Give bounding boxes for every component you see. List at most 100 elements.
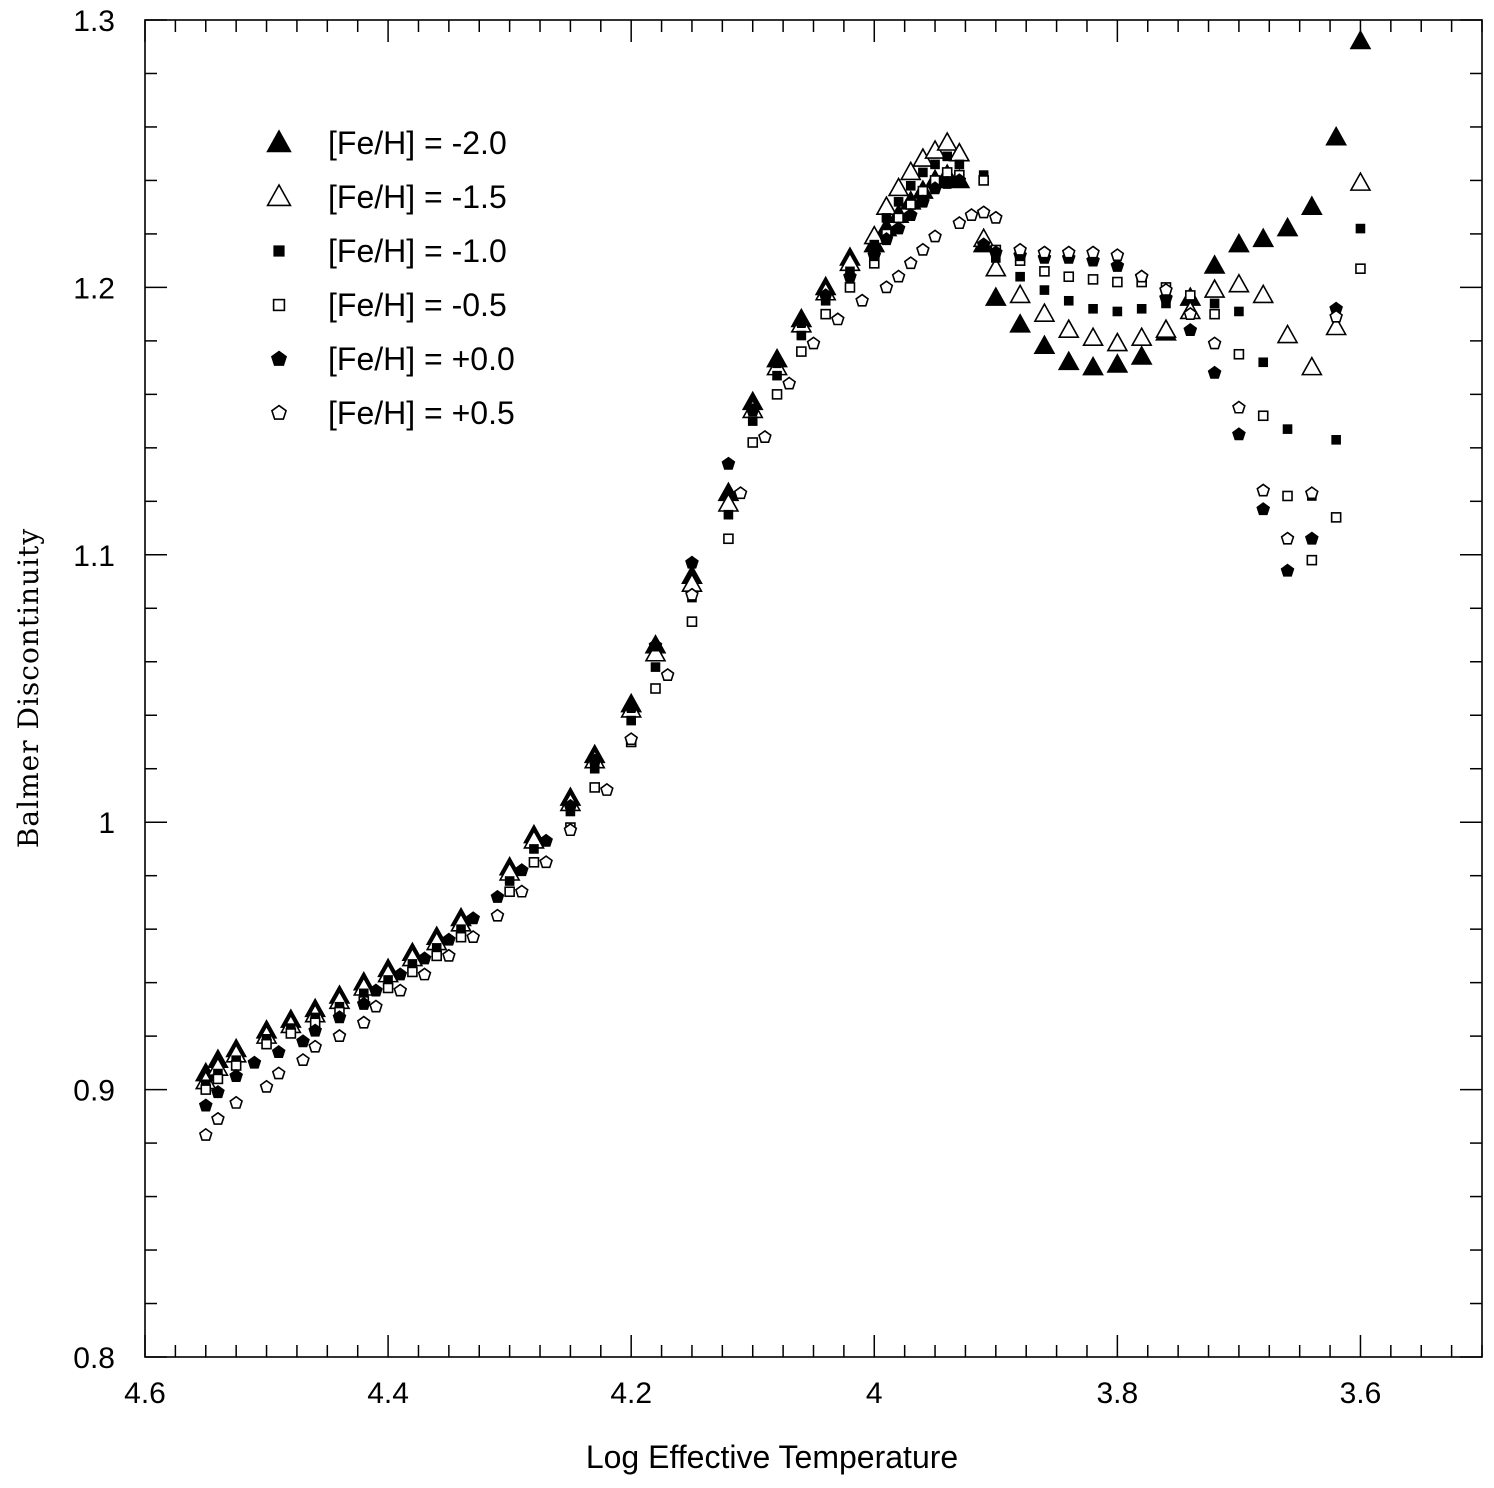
data-point — [442, 932, 456, 946]
data-point — [1033, 302, 1056, 322]
data-point — [830, 312, 845, 326]
data-point — [356, 1015, 371, 1029]
legend-marker — [266, 129, 292, 153]
data-point — [490, 889, 505, 903]
data-point — [212, 1073, 224, 1085]
data-point — [941, 167, 953, 178]
data-point — [1276, 323, 1299, 344]
data-point — [1136, 303, 1147, 314]
data-point — [563, 798, 578, 812]
data-point — [514, 863, 529, 877]
data-point — [806, 336, 821, 350]
data-point — [1134, 269, 1149, 283]
data-point — [1300, 355, 1323, 376]
data-point — [466, 911, 481, 925]
x-tick-label: 4.4 — [367, 1377, 409, 1410]
data-point — [369, 999, 383, 1013]
data-point — [723, 533, 734, 545]
data-point — [1256, 483, 1271, 497]
series-5 — [198, 205, 1343, 1141]
data-point — [964, 208, 979, 222]
x-tick-label: 3.8 — [1097, 1377, 1139, 1410]
data-point — [1304, 531, 1319, 545]
data-point — [417, 951, 432, 965]
data-point — [1304, 486, 1319, 500]
legend-marker — [266, 183, 292, 207]
data-point — [758, 429, 772, 443]
data-point — [1039, 285, 1050, 295]
data-point — [1355, 263, 1366, 274]
data-point — [624, 732, 639, 746]
data-point — [1183, 322, 1198, 337]
data-point — [976, 205, 991, 219]
data-point — [1106, 331, 1129, 352]
data-point — [1280, 531, 1295, 545]
data-point — [770, 355, 784, 369]
data-point — [1330, 512, 1342, 523]
data-point — [1087, 274, 1099, 285]
data-point — [211, 1085, 225, 1099]
data-point — [794, 314, 809, 328]
data-point — [1106, 353, 1129, 373]
data-point — [648, 638, 663, 652]
data-point — [891, 221, 906, 235]
y-tick-label: 1.3 — [73, 5, 115, 38]
data-point — [1207, 336, 1222, 350]
legend: [Fe/H] = -2.0 [Fe/H] = -1.5 [Fe/H] = -1.0 [… — [266, 125, 515, 431]
data-point — [1159, 282, 1173, 296]
data-point — [650, 683, 661, 694]
data-point — [887, 176, 910, 197]
data-point — [855, 293, 869, 307]
data-point — [952, 173, 967, 187]
y-tick-label: 1.2 — [73, 272, 115, 305]
legend-marker — [270, 404, 288, 420]
data-point — [905, 199, 917, 210]
data-point — [916, 242, 930, 256]
data-point — [259, 1079, 274, 1093]
data-point — [1228, 273, 1250, 293]
data-point — [771, 389, 783, 400]
data-point — [1110, 248, 1125, 262]
data-point — [796, 346, 807, 357]
plot-frame — [144, 19, 1483, 1358]
data-point — [893, 197, 904, 207]
data-point — [1355, 223, 1366, 234]
data-point — [504, 886, 515, 898]
data-point — [393, 983, 408, 997]
data-point — [879, 280, 894, 294]
data-point — [869, 239, 880, 250]
data-point — [1209, 298, 1220, 309]
data-point — [1282, 490, 1293, 502]
legend-label: [Fe/H] = -2.0 — [328, 125, 507, 161]
data-point — [721, 456, 736, 470]
data-point — [1256, 502, 1271, 516]
data-point — [650, 662, 661, 672]
data-point — [1110, 258, 1125, 272]
data-point — [528, 857, 540, 868]
data-point — [905, 180, 916, 191]
data-point — [881, 213, 892, 223]
data-point — [1155, 318, 1177, 338]
data-point — [685, 587, 699, 601]
legend-label: [Fe/H] = -0.5 — [328, 287, 507, 323]
legend-marker — [272, 298, 286, 312]
x-tick-label: 4.6 — [124, 1377, 166, 1410]
data-point — [954, 159, 965, 170]
data-point — [1232, 427, 1246, 441]
data-point — [918, 167, 928, 178]
data-point — [1325, 126, 1348, 146]
data-point — [587, 753, 602, 767]
data-point — [1086, 245, 1100, 259]
data-point — [1009, 313, 1031, 333]
data-point — [1233, 348, 1245, 360]
data-point — [200, 1084, 212, 1095]
x-tick-label: 4 — [866, 1377, 883, 1410]
data-point — [1061, 245, 1076, 259]
data-point — [1063, 271, 1075, 283]
legend-label: [Fe/H] = +0.0 — [328, 341, 515, 377]
axis-ticks — [144, 19, 1483, 1358]
data-point — [928, 229, 942, 243]
data-point — [332, 1028, 347, 1042]
data-point — [1088, 303, 1098, 314]
data-point — [1300, 195, 1323, 215]
